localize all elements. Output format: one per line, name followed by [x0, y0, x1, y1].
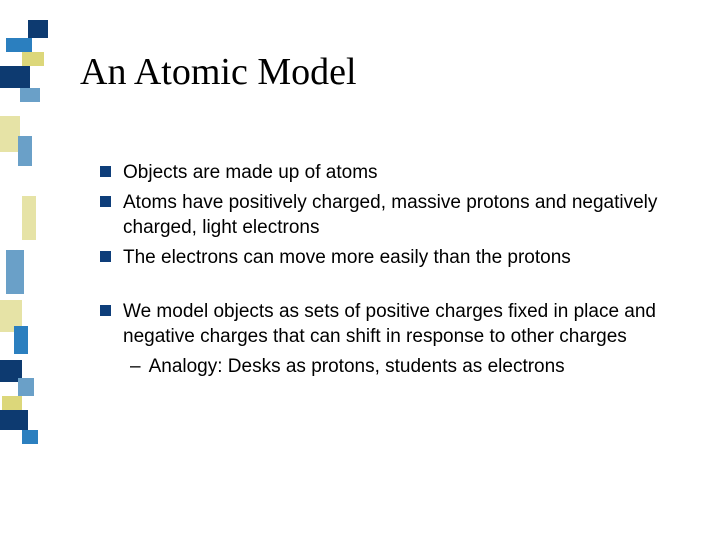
bullet-text: Atoms have positively charged, massive p…: [123, 190, 670, 241]
bullet-item: Atoms have positively charged, massive p…: [100, 190, 670, 241]
deco-block: [22, 430, 38, 444]
bullet-group-1: Objects are made up of atoms Atoms have …: [100, 160, 670, 271]
deco-block: [22, 196, 36, 240]
bullet-item: Objects are made up of atoms: [100, 160, 670, 186]
square-bullet-icon: [100, 251, 111, 262]
deco-block: [22, 52, 44, 66]
bullet-item: We model objects as sets of positive cha…: [100, 299, 670, 350]
deco-block: [0, 116, 20, 152]
sub-bullet-text: Analogy: Desks as protons, students as e…: [149, 354, 565, 380]
bullet-text: The electrons can move more easily than …: [123, 245, 571, 271]
deco-block: [18, 378, 34, 396]
bullet-text: Objects are made up of atoms: [123, 160, 378, 186]
deco-block: [2, 178, 24, 226]
deco-block: [18, 136, 32, 166]
dash-bullet-icon: –: [130, 354, 141, 380]
deco-block: [0, 66, 30, 88]
sub-bullet-item: – Analogy: Desks as protons, students as…: [130, 354, 670, 380]
square-bullet-icon: [100, 305, 111, 316]
deco-block: [2, 396, 22, 410]
deco-block: [6, 38, 32, 52]
deco-block: [0, 410, 28, 430]
deco-block: [14, 326, 28, 354]
bullet-text: We model objects as sets of positive cha…: [123, 299, 670, 350]
bullet-group-2: We model objects as sets of positive cha…: [100, 299, 670, 380]
deco-block: [28, 20, 48, 38]
bullet-item: The electrons can move more easily than …: [100, 245, 670, 271]
slide-title: An Atomic Model: [80, 50, 357, 94]
side-decoration: [0, 0, 50, 540]
square-bullet-icon: [100, 166, 111, 177]
square-bullet-icon: [100, 196, 111, 207]
deco-block: [20, 88, 40, 102]
deco-block: [6, 250, 24, 294]
slide-content: Objects are made up of atoms Atoms have …: [100, 160, 670, 407]
